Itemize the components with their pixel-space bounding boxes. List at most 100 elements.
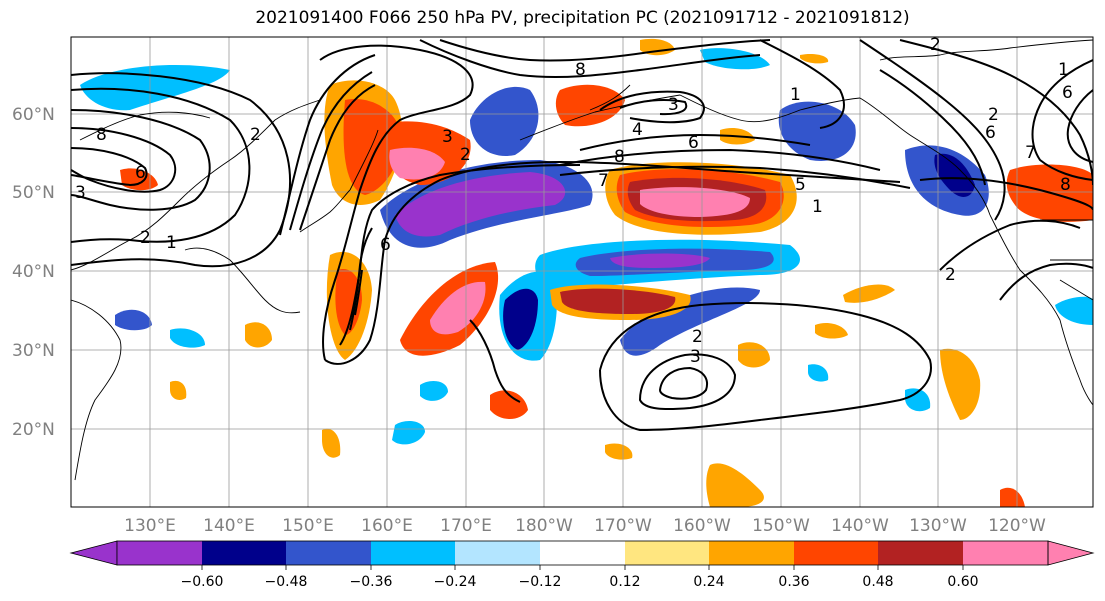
contour-label: 2: [250, 125, 261, 145]
lon-label: 150°E: [282, 516, 334, 536]
anomaly-negative-region: [170, 328, 205, 348]
contour-label: 3: [75, 183, 86, 203]
colorbar-bin: [455, 541, 540, 565]
colorbar-bin: [540, 541, 625, 565]
colorbar-frame: [116, 540, 1049, 566]
lon-label: 170°E: [440, 516, 492, 536]
shaded-anomalies: [80, 38, 1093, 507]
anomaly-negative-region: [808, 364, 829, 382]
contour-label: 2: [988, 105, 999, 125]
anomaly-negative-region: [934, 153, 975, 197]
contour-label: 1: [790, 85, 801, 105]
anomaly-negative-region: [620, 287, 760, 356]
contour-label: 2: [945, 265, 956, 285]
contour-label: 2: [460, 145, 471, 165]
anomaly-negative-region: [610, 253, 710, 268]
contour-label: 1: [1058, 60, 1069, 80]
anomaly-positive-region: [430, 281, 486, 335]
contour-label: 8: [1060, 175, 1071, 195]
colorbar-bin: [286, 541, 371, 565]
colorbar-tick-label: 0.12: [609, 574, 640, 590]
lat-label: 40°N: [12, 262, 55, 282]
colorbar-tick-label: −0.24: [434, 574, 477, 590]
contour-label: 6: [985, 123, 996, 143]
anomaly-positive-region: [738, 342, 770, 368]
lat-label: 30°N: [12, 341, 55, 361]
anomaly-negative-region: [470, 86, 539, 156]
longitude-labels: 130°E 140°E 150°E 160°E 170°E 180°W 170°…: [124, 516, 1046, 536]
colorbar-bin: [794, 541, 878, 565]
colorbar-tick-label: −0.48: [265, 574, 308, 590]
contour-label: 7: [598, 171, 609, 191]
lon-label: 160°E: [361, 516, 413, 536]
lon-label: 180°W: [515, 516, 573, 536]
contour-label: 3: [668, 95, 679, 115]
colorbar-ticks: [201, 565, 964, 570]
anomaly-positive-region: [640, 187, 750, 217]
contour-label: 1: [166, 233, 177, 253]
lon-label: 160°W: [673, 516, 731, 536]
anomaly-positive-region: [706, 463, 764, 507]
colorbar-tick-label: 0.24: [693, 574, 724, 590]
colorbar: −0.60 −0.48 −0.36 −0.24 −0.12 0.12 0.24 …: [69, 540, 1095, 590]
contour-label: 8: [614, 147, 625, 167]
lon-label: 120°W: [988, 516, 1046, 536]
map-frame: [70, 36, 1094, 508]
contour-label: 6: [688, 133, 699, 153]
anomaly-positive-region: [490, 390, 528, 419]
anomaly-negative-region: [700, 48, 770, 70]
anomaly-positive-region: [800, 53, 829, 64]
anomaly-positive-region: [1000, 487, 1025, 507]
contour-label: 3: [690, 347, 701, 367]
lat-label: 50°N: [12, 183, 55, 203]
colorbar-tick-label: −0.12: [519, 574, 562, 590]
contour-label: 8: [96, 125, 107, 145]
anomaly-positive-region: [605, 443, 633, 460]
anomaly-positive-region: [640, 38, 675, 56]
lon-label: 150°W: [752, 516, 810, 536]
contour-label: 6: [135, 163, 146, 183]
anomaly-negative-region: [905, 388, 931, 412]
anomaly-positive-region: [560, 288, 676, 314]
colorbar-bin: [202, 541, 286, 565]
anomaly-negative-region: [80, 65, 230, 111]
anomaly-positive-region: [322, 428, 341, 458]
anomaly-positive-region: [555, 84, 625, 127]
anomaly-negative-region: [420, 380, 448, 401]
colorbar-bin: [963, 541, 1048, 565]
colorbar-min-extend: [69, 540, 118, 566]
anomaly-positive-region: [843, 284, 895, 303]
lat-label: 20°N: [12, 420, 55, 440]
colorbar-tick-label: 0.60: [947, 574, 978, 590]
contour-label: 2: [930, 35, 941, 55]
lat-label: 60°N: [12, 105, 55, 125]
colorbar-bin: [625, 541, 709, 565]
lon-label: 140°E: [203, 516, 255, 536]
anomaly-positive-region: [940, 348, 981, 420]
colorbar-bin: [371, 541, 455, 565]
latitude-labels: 60°N 50°N 40°N 30°N 20°N: [12, 105, 55, 440]
contour-label: 5: [795, 175, 806, 195]
anomaly-negative-region: [392, 420, 425, 445]
anomaly-positive-region: [343, 99, 401, 195]
anomaly-negative-region: [1055, 296, 1093, 325]
anomaly-positive-region: [245, 322, 272, 348]
colorbar-bin: [709, 541, 794, 565]
colorbar-bin: [117, 541, 202, 565]
contour-label: 2: [140, 228, 151, 248]
contour-label: 1: [812, 197, 823, 217]
anomaly-negative-region: [503, 288, 538, 350]
colorbar-bin: [878, 541, 963, 565]
contour-label: 3: [442, 127, 453, 147]
contour-label: 7: [1025, 143, 1036, 163]
anomaly-positive-region: [389, 147, 445, 180]
anomaly-positive-region: [170, 380, 187, 401]
contour-label: 8: [575, 60, 586, 80]
anomaly-negative-region: [778, 101, 856, 161]
colorbar-tick-label: 0.48: [862, 574, 893, 590]
anomaly-negative-region: [115, 309, 152, 331]
anomaly-negative-region: [395, 172, 566, 237]
pv-contours: [71, 39, 1093, 432]
lon-label: 170°W: [594, 516, 652, 536]
